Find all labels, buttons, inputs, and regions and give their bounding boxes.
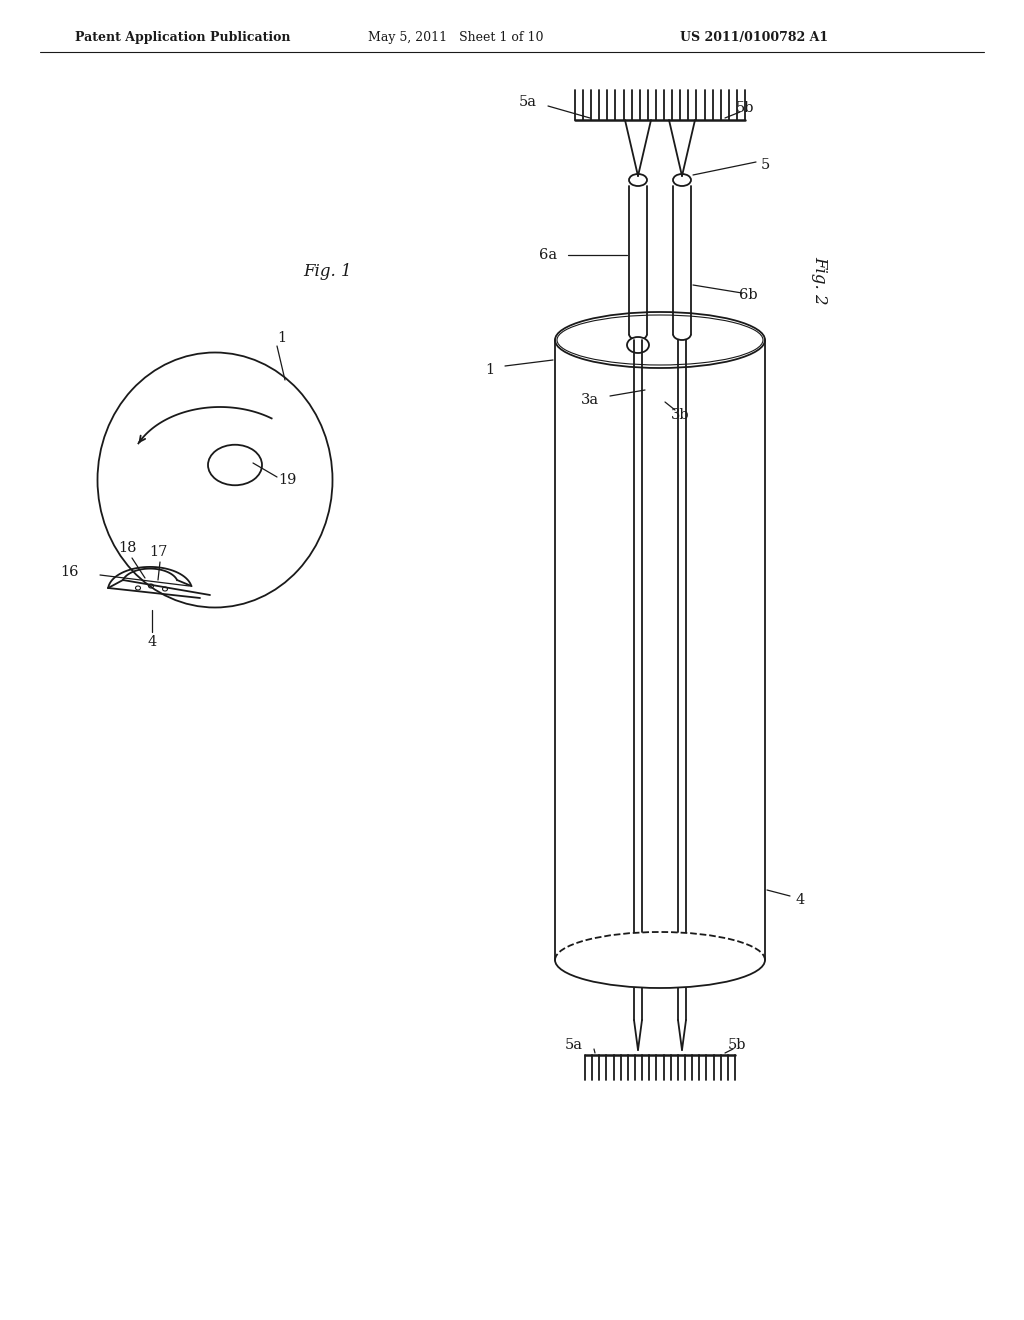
Text: 17: 17 (148, 545, 167, 558)
Text: US 2011/0100782 A1: US 2011/0100782 A1 (680, 30, 828, 44)
Text: 1: 1 (278, 331, 287, 345)
Text: 1: 1 (485, 363, 495, 378)
Text: 5: 5 (761, 158, 770, 172)
Text: May 5, 2011   Sheet 1 of 10: May 5, 2011 Sheet 1 of 10 (368, 30, 544, 44)
Ellipse shape (629, 174, 647, 186)
Text: 4: 4 (147, 635, 157, 649)
Ellipse shape (627, 337, 649, 352)
Text: Fig. 2: Fig. 2 (811, 256, 828, 305)
Text: 3b: 3b (671, 408, 689, 422)
Text: 5b: 5b (736, 102, 755, 115)
Text: 5a: 5a (565, 1038, 583, 1052)
Text: 4: 4 (796, 894, 805, 907)
Text: 6b: 6b (738, 288, 758, 302)
Ellipse shape (673, 174, 691, 186)
Text: 19: 19 (278, 473, 296, 487)
Text: 3a: 3a (581, 393, 599, 407)
Text: 5a: 5a (519, 95, 537, 110)
Text: Fig. 1: Fig. 1 (304, 264, 352, 281)
Text: 16: 16 (60, 565, 79, 579)
Text: 6a: 6a (539, 248, 557, 261)
Text: 5b: 5b (728, 1038, 746, 1052)
Text: 18: 18 (119, 541, 137, 554)
Text: Patent Application Publication: Patent Application Publication (75, 30, 291, 44)
